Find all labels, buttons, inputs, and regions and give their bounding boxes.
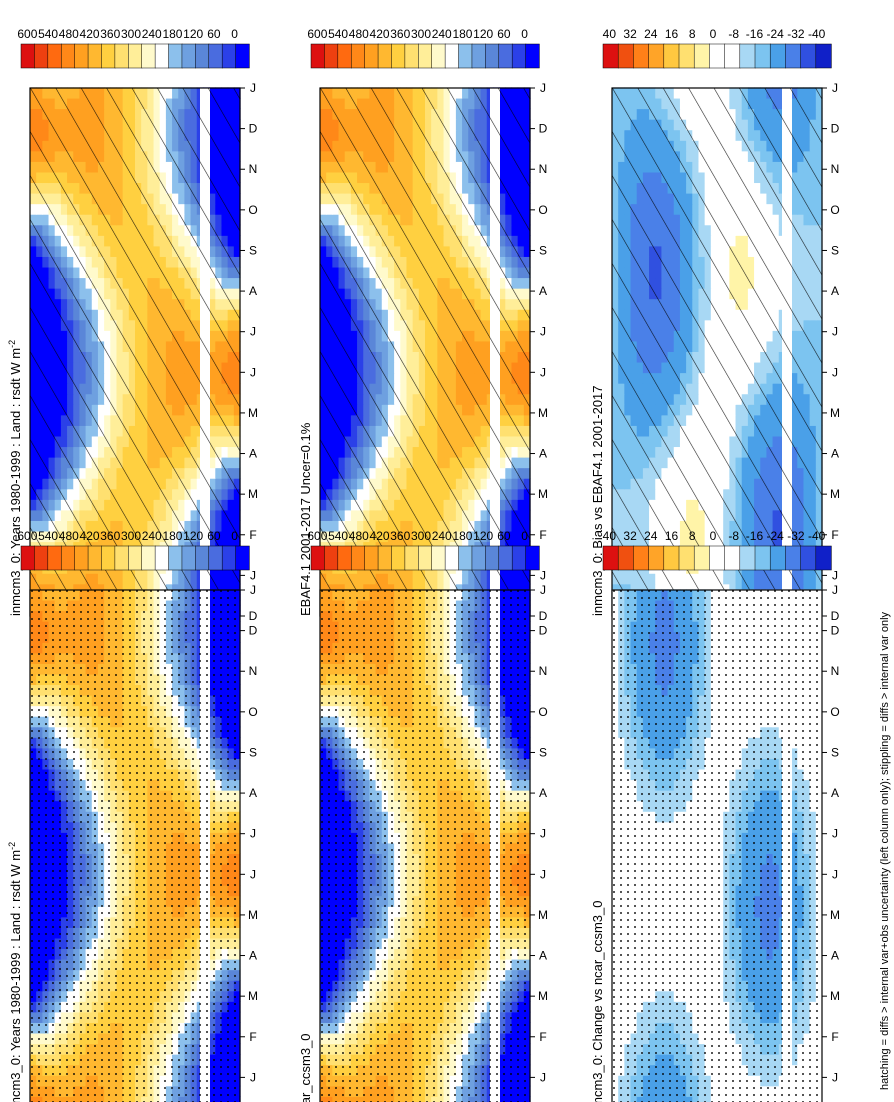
colorbar: 600 540 480 420 360 300 240 180 120 60 0	[17, 27, 250, 69]
x-tick-label: J	[250, 568, 256, 582]
x-tick-label: M	[538, 487, 548, 501]
colorbar-swatch	[525, 43, 540, 69]
x-tick-label: M	[248, 406, 258, 420]
colorbar-label: 300	[411, 27, 431, 41]
x-tick-label: O	[248, 203, 257, 217]
x-tick-label: A	[249, 284, 257, 298]
x-tick-label: J	[250, 81, 256, 95]
x-tick-label: F	[249, 528, 256, 542]
x-tick-label: A	[539, 447, 547, 461]
colorbar-swatch	[195, 43, 210, 69]
colorbar-label: 480	[59, 27, 79, 41]
colorbar-swatch	[377, 43, 393, 69]
colorbar-label: 420	[370, 27, 390, 41]
colorbar-swatch	[34, 43, 49, 69]
x-tick-label: J	[540, 365, 546, 379]
colorbar-swatch	[47, 43, 62, 69]
colorbar-swatch	[87, 43, 103, 69]
colorbar-label: 540	[38, 27, 58, 41]
x-tick-label: D	[249, 609, 258, 623]
x-tick-label: J	[540, 568, 546, 582]
x-tick-label: S	[249, 243, 257, 257]
x-tick-label: D	[539, 122, 548, 136]
colorbar: 600 540 480 420 360 300 240 180 120 60 0	[307, 27, 540, 69]
colorbar-label: 180	[452, 27, 472, 41]
colorbar-label: 180	[162, 27, 182, 41]
colorbar-label: 540	[328, 27, 348, 41]
colorbar-swatch	[431, 43, 446, 69]
colorbar-swatch	[154, 43, 170, 69]
colorbar-label: 240	[432, 27, 452, 41]
x-tick-label: J	[540, 81, 546, 95]
colorbar-label: 300	[121, 27, 141, 41]
colorbar-swatch	[101, 43, 116, 69]
colorbar-swatch	[391, 43, 406, 69]
colorbar-label: 240	[142, 27, 162, 41]
colorbar-label: 0	[521, 27, 528, 41]
colorbar-label: 60	[207, 27, 221, 41]
colorbar-label: 60	[497, 27, 511, 41]
x-tick-label: J	[540, 325, 546, 339]
colorbar-swatch	[310, 43, 326, 69]
panel-title: EBAF4.1 2001-2017 Uncer=0.1%	[298, 422, 313, 616]
x-tick-label: A	[539, 284, 547, 298]
colorbar-swatch	[485, 43, 500, 69]
colorbar-label: 120	[473, 27, 493, 41]
colorbar-label: 120	[183, 27, 203, 41]
colorbar-swatch	[114, 43, 129, 69]
x-tick-label: J	[250, 325, 256, 339]
colorbar-swatch	[418, 43, 433, 69]
colorbar-swatch	[337, 43, 352, 69]
x-tick-label: M	[248, 487, 258, 501]
colorbar-swatch	[458, 43, 473, 69]
colorbar-label: 360	[100, 27, 120, 41]
colorbar-swatch	[364, 43, 379, 69]
colorbar-swatch	[74, 43, 89, 69]
colorbar-label: 0	[231, 27, 238, 41]
colorbar-swatch	[404, 43, 419, 69]
colorbar-swatch	[324, 43, 339, 69]
colorbar-swatch	[498, 43, 513, 69]
x-tick-label: M	[538, 406, 548, 420]
panel-title: inmcm3_0: Years 1980-1999 : Land : rsdt …	[7, 340, 23, 616]
x-tick-label: F	[539, 528, 546, 542]
x-tick-label: J	[250, 365, 256, 379]
x-tick-label: S	[539, 243, 547, 257]
colorbar-swatch	[128, 43, 143, 69]
colorbar-swatch	[20, 43, 36, 69]
x-tick-label: D	[249, 122, 258, 136]
x-tick-label: N	[249, 162, 258, 176]
colorbar-swatch	[141, 43, 156, 69]
x-tick-label: D	[539, 609, 548, 623]
colorbar-swatch	[181, 43, 197, 69]
colorbar-label: 600	[17, 27, 37, 41]
colorbar-swatch	[350, 43, 366, 69]
colorbar-label: 600	[307, 27, 327, 41]
x-tick-label: A	[249, 447, 257, 461]
colorbar-swatch	[511, 43, 527, 69]
panel-grid: DJFMAMJJASONDJ80604020020406080°N°Sinmcm…	[7, 27, 840, 1102]
colorbar-label: 360	[390, 27, 410, 41]
x-tick-label: O	[538, 203, 547, 217]
colorbar-label: 480	[349, 27, 369, 41]
colorbar-swatch	[471, 43, 487, 69]
colorbar-label: 420	[80, 27, 100, 41]
x-tick-label: N	[539, 162, 548, 176]
colorbar-swatch	[168, 43, 183, 69]
colorbar-swatch	[221, 43, 237, 69]
colorbar-swatch	[60, 43, 76, 69]
panel-title-superscript: -2	[7, 340, 17, 348]
colorbar-swatch	[235, 43, 250, 69]
colorbar-swatch	[444, 43, 460, 69]
colorbar-swatch	[208, 43, 223, 69]
